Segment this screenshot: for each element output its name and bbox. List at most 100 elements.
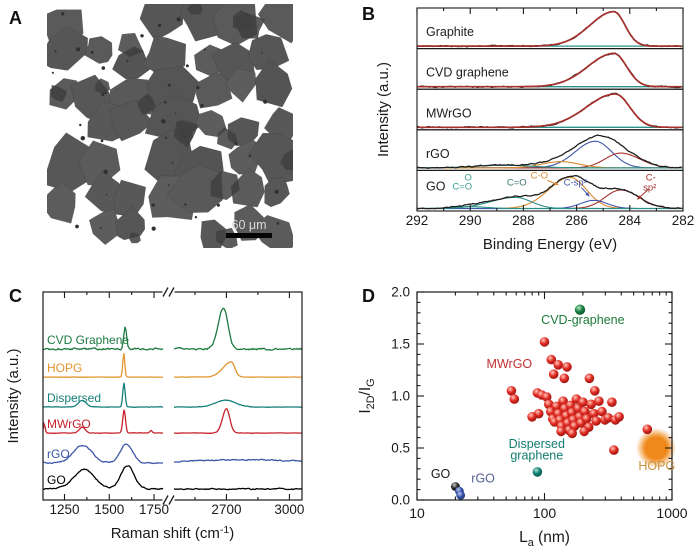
trace-rGO [42,443,303,465]
scalebar-label: 60 μm [232,218,267,232]
x-tick-label: 1750 [139,502,169,517]
scatter-point [594,396,604,406]
fit-line-red [417,10,682,47]
flake-speck [105,193,108,196]
scatter-point [579,426,589,437]
scatter-series-label: MWrGO [487,357,533,371]
flake-speck [200,103,204,108]
trace-HOPG [42,353,303,378]
flake-speck [184,203,187,206]
y-axis-title: I2D/IG [357,378,377,413]
flake-speck [158,23,162,28]
raman-series-label: Dispersed [47,391,101,405]
x-axis-title: Binding Energy (eV) [483,236,617,253]
flake-shape [89,209,123,246]
series-rGO [455,486,466,500]
flake-speck [196,85,200,90]
flake-shape [47,25,88,71]
scatter-point [556,426,566,437]
x-tick-label: 286 [565,213,588,228]
xps-subpanel-Graphite: Graphite [416,7,684,50]
scatter-series-label: rGO [471,471,495,485]
flake-shape-dark [129,232,141,244]
flake-speck [176,17,181,22]
scatter-point [591,416,601,426]
xps-series-label: rGO [426,147,450,161]
xps-subpanel-CVD-graphene: CVD graphene [416,48,684,90]
scatter-point [642,424,653,435]
scatter-point [506,386,517,396]
flake-speck [234,142,238,145]
x-tick-label: 1000 [656,505,687,521]
annotation-text: C=O [507,177,527,188]
scatter-point [558,396,568,406]
y-tick-label: 0.0 [391,493,410,508]
annotation-arrowhead [637,195,642,200]
scatter-point [584,373,595,384]
panel-b-letter: B [362,4,375,24]
scatter-point [532,467,543,477]
flake-speck [248,154,252,158]
x-tick-label: 3000 [274,502,304,517]
scatter-point [636,428,677,468]
flake-shape [139,4,185,41]
flake-shape [255,59,293,108]
annotation-text: C-O [531,170,548,181]
raman-series-label: rGO [47,447,70,461]
panel-c-letter: C [9,286,22,306]
scatter-point [597,406,607,417]
flake-shape-dark [232,10,254,32]
flake-shape [166,164,223,213]
scatter-point [590,386,600,396]
scatter-plot: 10 100 1000 0.0 0.5 1.0 1.5 2.0 CVD-graphene MWrG… [357,285,688,550]
scatter-series-label: Dispersed [509,437,565,451]
flake-shape-dark [217,127,238,150]
panel-a-micrograph: 60 μm [47,4,293,248]
flake-speck [216,203,220,207]
x-tick-label: 1500 [94,502,124,517]
axis-break-mark [168,495,175,505]
scatter-point [603,413,613,423]
x-tick-label: 288 [512,213,535,228]
scatter-point [614,412,624,422]
scatter-point [456,490,466,500]
x-tick-label: 284 [619,213,642,228]
flake-speck [276,222,280,225]
axis-break-mask [162,497,175,503]
xps-subpanel-rGO: rGO [416,129,684,171]
axis-ticks [416,291,673,501]
y-axis-title: Intensity (a.u.) [375,62,392,157]
series-Dispersed-graphene [532,467,543,477]
flake-shape-dark [95,78,111,95]
scatter-series-label: graphene [510,448,563,462]
x-tick-label: 282 [672,213,695,228]
scatter-point [567,428,577,439]
flake-shape [257,4,293,44]
scatter-point [559,373,570,384]
scatter-series-label: CVD-graphene [541,313,624,327]
annotation-text: O [465,172,472,183]
fit-line-red [417,52,682,88]
scatter-point [541,392,552,402]
raman-plot: CVD Graphene HOPG Dispersed MWrGO rGO GO 1250 1… [5,287,304,542]
flake-shape [251,215,293,248]
scatter-point [586,399,596,410]
x-axis-ticks [63,292,290,500]
axis-break-mark [168,287,175,297]
x-tick-label: 290 [459,213,482,228]
x-tick-label: 292 [406,213,429,228]
raman-series-label: MWrGO [47,417,91,431]
annotation-arrowhead [554,181,559,186]
scatter-point [609,445,619,455]
x-axis-title: Raman shift (cm-1) [111,524,235,542]
flake-shape [47,181,76,224]
scatter-point [607,397,617,407]
flake-speck [194,216,198,219]
flake-speck [99,226,102,229]
scatter-point [546,354,557,365]
series-MWrGO [506,337,653,455]
flake-speck [101,66,106,70]
fit-component-teal [417,206,682,210]
data-envelope [416,174,682,210]
